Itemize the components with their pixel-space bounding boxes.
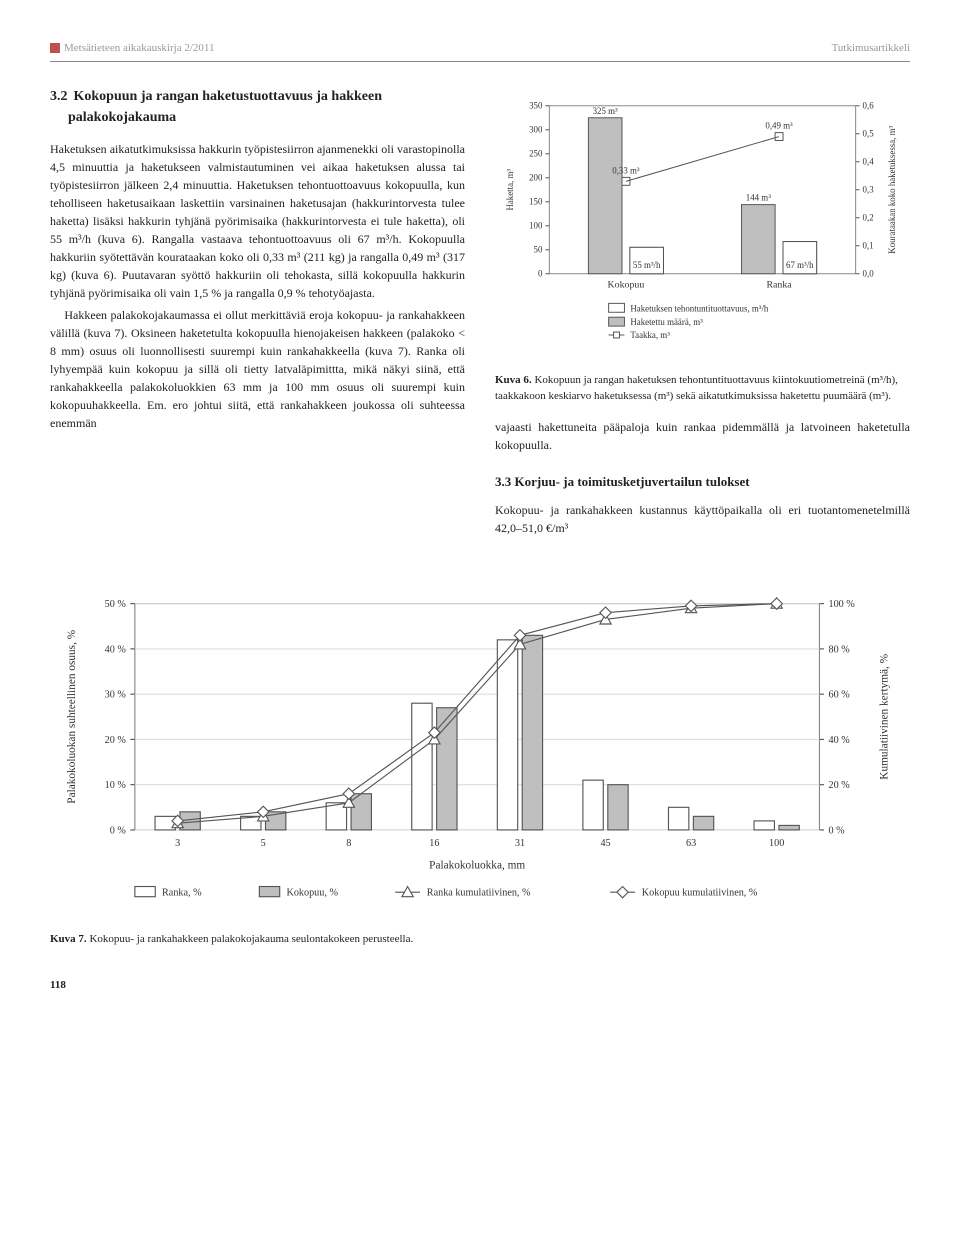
svg-text:16: 16 <box>429 838 439 849</box>
section-3-2-p2: Hakkeen palakokojakaumassa ei ollut merk… <box>50 306 465 432</box>
svg-text:0,5: 0,5 <box>863 128 875 138</box>
journal-title: Metsätieteen aikakauskirja 2/2011 <box>50 40 215 57</box>
svg-text:Taakka, m³: Taakka, m³ <box>630 329 670 339</box>
svg-text:250: 250 <box>529 148 543 158</box>
svg-text:0,2: 0,2 <box>863 212 874 222</box>
svg-text:8: 8 <box>346 838 351 849</box>
left-column: 3.2Kokopuun ja rangan haketustuottavuus … <box>50 86 465 542</box>
svg-text:0,3: 0,3 <box>863 184 875 194</box>
svg-text:0,49 m³: 0,49 m³ <box>765 120 793 130</box>
svg-text:325 m³: 325 m³ <box>593 105 618 115</box>
right-column: 0 50 100 150 200 250 300 350 0,0 0,1 0,2 0,3 0,4 0,5 0… <box>495 86 910 542</box>
figure-7-caption: Kuva 7. Kokopuu- ja rankahakkeen palakok… <box>50 932 910 947</box>
svg-text:Ranka, %: Ranka, % <box>162 888 202 899</box>
svg-text:Kokopuu: Kokopuu <box>608 279 645 290</box>
svg-text:Haketta, m³: Haketta, m³ <box>505 168 515 210</box>
svg-text:150: 150 <box>529 196 543 206</box>
svg-text:20 %: 20 % <box>105 735 127 746</box>
svg-text:80 %: 80 % <box>829 645 851 656</box>
svg-text:67 m³/h: 67 m³/h <box>786 259 814 269</box>
page-number: 118 <box>50 977 910 994</box>
chart-6-svg: 0 50 100 150 200 250 300 350 0,0 0,1 0,2 0,3 0,4 0,5 0… <box>495 86 910 363</box>
svg-text:100 %: 100 % <box>829 599 856 610</box>
svg-text:50 %: 50 % <box>105 599 127 610</box>
svg-text:Kokopuu, %: Kokopuu, % <box>287 888 339 899</box>
svg-text:100: 100 <box>769 838 784 849</box>
svg-text:Kumulatiivinen kertymä, %: Kumulatiivinen kertymä, % <box>878 654 890 780</box>
svg-text:40 %: 40 % <box>105 645 127 656</box>
svg-text:40 %: 40 % <box>829 735 851 746</box>
svg-text:30 %: 30 % <box>105 690 127 701</box>
svg-text:60 %: 60 % <box>829 690 851 701</box>
svg-text:Kokopuu kumulatiivinen, %: Kokopuu kumulatiivinen, % <box>642 888 758 899</box>
svg-text:300: 300 <box>529 124 543 134</box>
page-header: Metsätieteen aikakauskirja 2/2011 Tutkim… <box>50 40 910 62</box>
article-type: Tutkimusartikkeli <box>832 40 910 57</box>
svg-text:0,6: 0,6 <box>863 100 875 110</box>
svg-text:20 %: 20 % <box>829 781 851 792</box>
svg-text:Kourataakan koko haketuksessa,: Kourataakan koko haketuksessa, m³ <box>887 125 897 253</box>
svg-text:50: 50 <box>534 244 543 254</box>
right-p1: vajaasti hakettuneita pääpaloja kuin ran… <box>495 418 910 454</box>
svg-text:45: 45 <box>600 838 610 849</box>
section-3-3-p1: Kokopuu- ja rankahakkeen kustannus käytt… <box>495 501 910 537</box>
svg-text:0 %: 0 % <box>829 826 846 837</box>
svg-text:Haketuksen tehontuntituottavuu: Haketuksen tehontuntituottavuus, m³/h <box>630 303 769 313</box>
svg-text:350: 350 <box>529 100 543 110</box>
svg-text:5: 5 <box>261 838 266 849</box>
svg-text:0 %: 0 % <box>110 826 127 837</box>
svg-text:10 %: 10 % <box>105 781 127 792</box>
chart-7-svg: 0 % 10 % 20 % 30 % 40 % 50 % 0 % 20 % 40 % 60 % 80… <box>50 581 910 920</box>
svg-text:3: 3 <box>175 838 180 849</box>
svg-text:144 m³: 144 m³ <box>746 192 771 202</box>
section-3-3-heading: 3.3 Korjuu- ja toimitusketjuvertailun tu… <box>495 472 910 492</box>
svg-text:100: 100 <box>529 220 543 230</box>
svg-text:0,33 m³: 0,33 m³ <box>612 165 640 175</box>
svg-text:63: 63 <box>686 838 696 849</box>
svg-text:0,1: 0,1 <box>863 240 874 250</box>
svg-text:Haketettu määrä, m³: Haketettu määrä, m³ <box>630 317 703 327</box>
svg-text:Ranka kumulatiivinen, %: Ranka kumulatiivinen, % <box>427 888 531 899</box>
svg-text:31: 31 <box>515 838 525 849</box>
figure-7: 0 % 10 % 20 % 30 % 40 % 50 % 0 % 20 % 40 % 60 % 80… <box>50 581 910 947</box>
svg-text:Palakokoluokan suhteellinen os: Palakokoluokan suhteellinen osuus, % <box>66 630 78 804</box>
svg-text:55 m³/h: 55 m³/h <box>633 259 661 269</box>
svg-text:Palakokoluokka, mm: Palakokoluokka, mm <box>429 860 525 872</box>
svg-text:200: 200 <box>529 172 543 182</box>
figure-6-caption: Kuva 6. Kokopuun ja rangan haketuksen te… <box>495 373 910 404</box>
section-3-2-p1: Haketuksen aikatutkimuksissa hakkurin ty… <box>50 140 465 302</box>
figure-6: 0 50 100 150 200 250 300 350 0,0 0,1 0,2 0,3 0,4 0,5 0… <box>495 86 910 404</box>
section-3-2-heading: 3.2Kokopuun ja rangan haketustuottavuus … <box>50 86 465 128</box>
svg-text:0,4: 0,4 <box>863 156 875 166</box>
svg-text:0,0: 0,0 <box>863 268 875 278</box>
svg-text:Ranka: Ranka <box>766 279 792 290</box>
svg-text:0: 0 <box>538 268 543 278</box>
